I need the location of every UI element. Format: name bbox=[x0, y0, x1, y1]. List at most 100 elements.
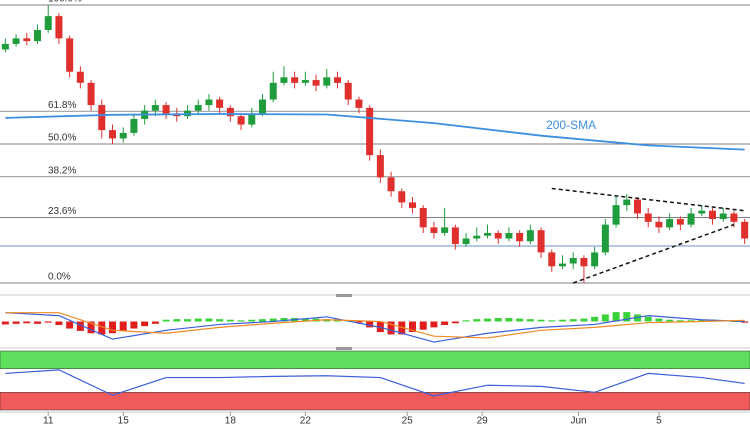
x-tick-label: Jun bbox=[571, 416, 587, 427]
candle-body bbox=[709, 210, 716, 220]
candle-body bbox=[516, 232, 524, 242]
candle-body bbox=[76, 71, 84, 83]
macd-bar bbox=[23, 321, 31, 324]
candle-body bbox=[398, 191, 406, 203]
candle-body bbox=[44, 16, 52, 31]
macd-bar bbox=[1, 321, 9, 325]
candle-body bbox=[334, 77, 341, 83]
macd-bar bbox=[655, 318, 663, 322]
macd-bar bbox=[248, 319, 256, 322]
macd-bar bbox=[55, 321, 63, 326]
x-tick-label: 15 bbox=[118, 416, 130, 427]
macd-bar bbox=[387, 321, 395, 335]
candle-body bbox=[569, 257, 577, 264]
candle-body bbox=[387, 177, 395, 192]
candle-body bbox=[462, 238, 470, 245]
candle-body bbox=[55, 16, 63, 39]
candle-body bbox=[162, 105, 170, 114]
candle-body bbox=[301, 80, 309, 83]
candle-body bbox=[409, 202, 416, 208]
macd-bar bbox=[34, 321, 41, 324]
candle-body bbox=[494, 232, 502, 239]
macd-bar bbox=[87, 321, 95, 334]
macd-line bbox=[5, 312, 745, 339]
candle-body bbox=[130, 118, 138, 133]
macd-bar bbox=[151, 321, 159, 324]
candle-body bbox=[580, 257, 588, 267]
candle-body bbox=[355, 99, 363, 108]
candle-body bbox=[66, 38, 74, 72]
macd-bar bbox=[76, 321, 84, 331]
macd-bar bbox=[441, 321, 449, 326]
candle-body bbox=[698, 210, 706, 214]
candle-body bbox=[34, 30, 41, 42]
candle-body bbox=[226, 107, 234, 117]
candle-body bbox=[98, 105, 106, 131]
x-tick-label: 11 bbox=[43, 416, 54, 427]
candle-body bbox=[741, 221, 749, 239]
macd-bar bbox=[419, 321, 427, 330]
rsi-band bbox=[0, 392, 750, 411]
macd-bar bbox=[526, 319, 534, 322]
candle-body bbox=[259, 99, 266, 114]
x-tick-label: 22 bbox=[300, 416, 312, 427]
macd-bar bbox=[409, 321, 416, 333]
macd-bar bbox=[644, 316, 652, 322]
candle-body bbox=[537, 230, 545, 253]
macd-bar bbox=[451, 321, 459, 324]
macd-bar bbox=[484, 318, 491, 322]
macd-bar bbox=[173, 319, 181, 322]
macd-bar bbox=[66, 321, 74, 329]
macd-bar bbox=[269, 318, 277, 322]
candle-body bbox=[194, 105, 202, 111]
fib-label: 0.0% bbox=[48, 272, 71, 283]
panel-grip[interactable] bbox=[336, 347, 352, 350]
macd-bar bbox=[355, 321, 363, 323]
candle-body bbox=[634, 199, 641, 214]
trendline bbox=[551, 187, 745, 212]
candle-body bbox=[291, 77, 299, 83]
macd-bar bbox=[12, 321, 20, 324]
candle-body bbox=[666, 219, 674, 228]
fib-label: 23.6% bbox=[48, 206, 76, 217]
macd-bar bbox=[237, 320, 245, 322]
candle-body bbox=[312, 80, 320, 86]
candle-body bbox=[269, 82, 277, 100]
sma-label: 200-SMA bbox=[546, 118, 596, 132]
macd-bar bbox=[687, 320, 695, 322]
candle-body bbox=[12, 38, 20, 44]
macd-bar bbox=[301, 318, 309, 322]
candle-body bbox=[687, 213, 695, 225]
macd-bar bbox=[494, 317, 502, 322]
macd-bar bbox=[130, 321, 138, 329]
fib-label: 38.2% bbox=[48, 165, 76, 176]
candle-body bbox=[323, 77, 331, 86]
candle-body bbox=[23, 38, 31, 42]
candle-body bbox=[248, 113, 256, 125]
macd-bar bbox=[109, 321, 116, 334]
macd-bar bbox=[473, 319, 481, 322]
candle-body bbox=[419, 207, 427, 228]
candle-body bbox=[644, 213, 652, 222]
sma-line bbox=[5, 113, 745, 151]
macd-bar bbox=[259, 319, 266, 322]
fib-label: 50.0% bbox=[48, 133, 76, 144]
macd-bar bbox=[205, 318, 213, 322]
macd-bar bbox=[569, 319, 577, 322]
candle-body bbox=[430, 227, 438, 233]
macd-bar bbox=[580, 318, 588, 322]
panel-grip[interactable] bbox=[336, 294, 352, 297]
x-tick-label: 18 bbox=[225, 416, 237, 427]
macd-bar bbox=[559, 319, 566, 322]
macd-bar bbox=[601, 314, 609, 322]
rsi-band bbox=[0, 350, 750, 369]
x-tick-label: 25 bbox=[402, 416, 414, 427]
candle-body bbox=[719, 213, 727, 220]
candle-body bbox=[205, 99, 213, 106]
candle-body bbox=[730, 213, 738, 222]
candle-body bbox=[526, 230, 534, 242]
candle-body bbox=[216, 99, 224, 108]
macd-bar bbox=[537, 319, 545, 322]
candle-body bbox=[655, 221, 663, 228]
candle-body bbox=[484, 232, 491, 236]
